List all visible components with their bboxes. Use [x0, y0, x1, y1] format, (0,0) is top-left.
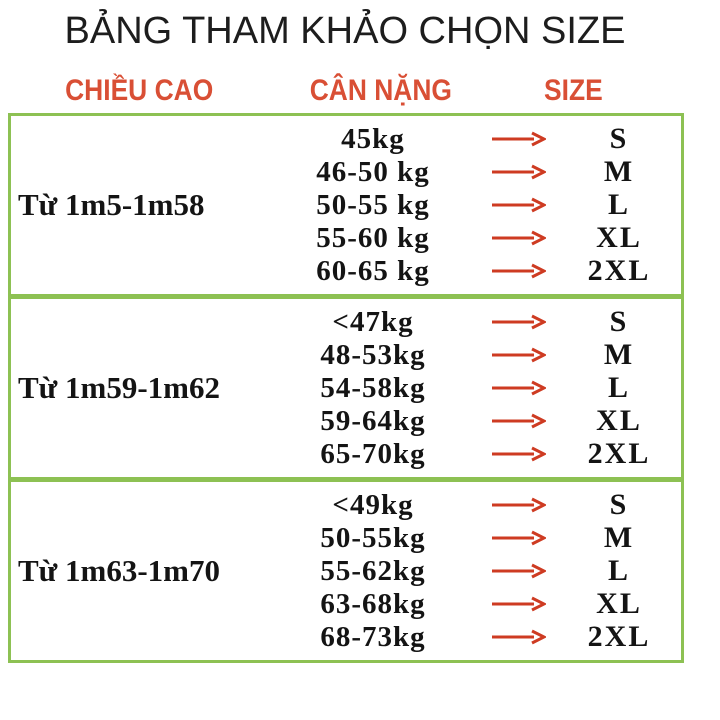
arrow-right-icon	[479, 446, 557, 462]
size-value: S	[609, 305, 629, 338]
column-header-weight: CÂN NẶNG	[271, 75, 491, 107]
arrow-right-icon	[479, 347, 557, 363]
weight-value: 54-58kg	[320, 371, 426, 404]
column-header-size-label: SIZE	[544, 74, 603, 107]
arrow-right-icon	[479, 230, 557, 246]
size-value: XL	[596, 221, 642, 254]
page-title: BẢNG THAM KHẢO CHỌN SIZE	[64, 10, 626, 52]
arrow-right-icon	[479, 413, 557, 429]
size-value: 2XL	[587, 437, 651, 470]
size-value: L	[607, 188, 630, 221]
weight-value: 55-62kg	[320, 554, 426, 587]
arrow-right-icon	[479, 197, 557, 213]
height-range-label: Từ 1m59-1m62	[18, 370, 220, 405]
size-group-1m59-1m62: Từ 1m59-1m62 <47kg S 48-53kg M 54-58kg L…	[8, 296, 684, 480]
height-range-label: Từ 1m5-1m58	[18, 187, 205, 222]
size-row: 50-55 kg L	[267, 188, 681, 222]
size-row: <49kg S	[267, 488, 681, 522]
size-group-1m63-1m70: Từ 1m63-1m70 <49kg S 50-55kg M 55-62kg L…	[8, 479, 684, 663]
weight-value: 48-53kg	[320, 338, 426, 371]
size-row: 55-62kg L	[267, 554, 681, 588]
arrow-right-icon	[479, 497, 557, 513]
size-rows: 45kg S 46-50 kg M 50-55 kg L 55-60 kg XL…	[267, 116, 681, 294]
size-value: XL	[596, 404, 642, 437]
column-header-height-label: CHIỀU CAO	[65, 74, 214, 107]
arrow-right-icon	[479, 131, 557, 147]
weight-value: <47kg	[332, 305, 414, 338]
weight-value: 46-50 kg	[316, 155, 430, 188]
size-value: 2XL	[587, 254, 651, 287]
size-value: L	[607, 554, 630, 587]
size-row: 54-58kg L	[267, 371, 681, 405]
size-row: 50-55kg M	[267, 521, 681, 555]
arrow-right-icon	[479, 596, 557, 612]
weight-value: 68-73kg	[320, 620, 426, 653]
weight-value: 50-55 kg	[316, 188, 430, 221]
arrow-right-icon	[479, 380, 557, 396]
size-row: 48-53kg M	[267, 338, 681, 372]
size-row: 65-70kg 2XL	[267, 437, 681, 471]
size-value: M	[603, 338, 635, 371]
arrow-right-icon	[479, 530, 557, 546]
weight-value: 65-70kg	[320, 437, 426, 470]
size-value: L	[607, 371, 630, 404]
column-header-weight-label: CÂN NẶNG	[309, 74, 453, 107]
size-value: M	[603, 155, 635, 188]
size-row: 60-65 kg 2XL	[267, 254, 681, 288]
size-value: XL	[596, 587, 642, 620]
weight-value: 60-65 kg	[316, 254, 430, 287]
size-row: 59-64kg XL	[267, 404, 681, 438]
height-range-label: Từ 1m63-1m70	[18, 553, 220, 588]
weight-value: 50-55kg	[320, 521, 426, 554]
size-row: 68-73kg 2XL	[267, 620, 681, 654]
weight-value: <49kg	[332, 488, 414, 521]
arrow-right-icon	[479, 263, 557, 279]
weight-value: 63-68kg	[320, 587, 426, 620]
column-headers: CHIỀU CAO CÂN NẶNG SIZE	[8, 75, 684, 107]
arrow-right-icon	[479, 164, 557, 180]
size-group-1m5-1m58: Từ 1m5-1m58 45kg S 46-50 kg M 50-55 kg L…	[8, 113, 684, 297]
size-value: S	[609, 122, 629, 155]
size-rows: <49kg S 50-55kg M 55-62kg L 63-68kg XL 6…	[267, 482, 681, 660]
column-header-height: CHIỀU CAO	[8, 75, 271, 107]
size-row: 45kg S	[267, 122, 681, 156]
weight-value: 55-60 kg	[316, 221, 430, 254]
size-value: M	[603, 521, 635, 554]
arrow-right-icon	[479, 314, 557, 330]
size-value: 2XL	[587, 620, 651, 653]
weight-value: 45kg	[341, 122, 405, 155]
size-row: 46-50 kg M	[267, 155, 681, 189]
size-value: S	[609, 488, 629, 521]
size-row: 55-60 kg XL	[267, 221, 681, 255]
size-rows: <47kg S 48-53kg M 54-58kg L 59-64kg XL 6…	[267, 299, 681, 477]
arrow-right-icon	[479, 563, 557, 579]
column-header-size: SIZE	[477, 75, 670, 107]
weight-value: 59-64kg	[320, 404, 426, 437]
size-row: 63-68kg XL	[267, 587, 681, 621]
size-row: <47kg S	[267, 305, 681, 339]
arrow-right-icon	[479, 629, 557, 645]
